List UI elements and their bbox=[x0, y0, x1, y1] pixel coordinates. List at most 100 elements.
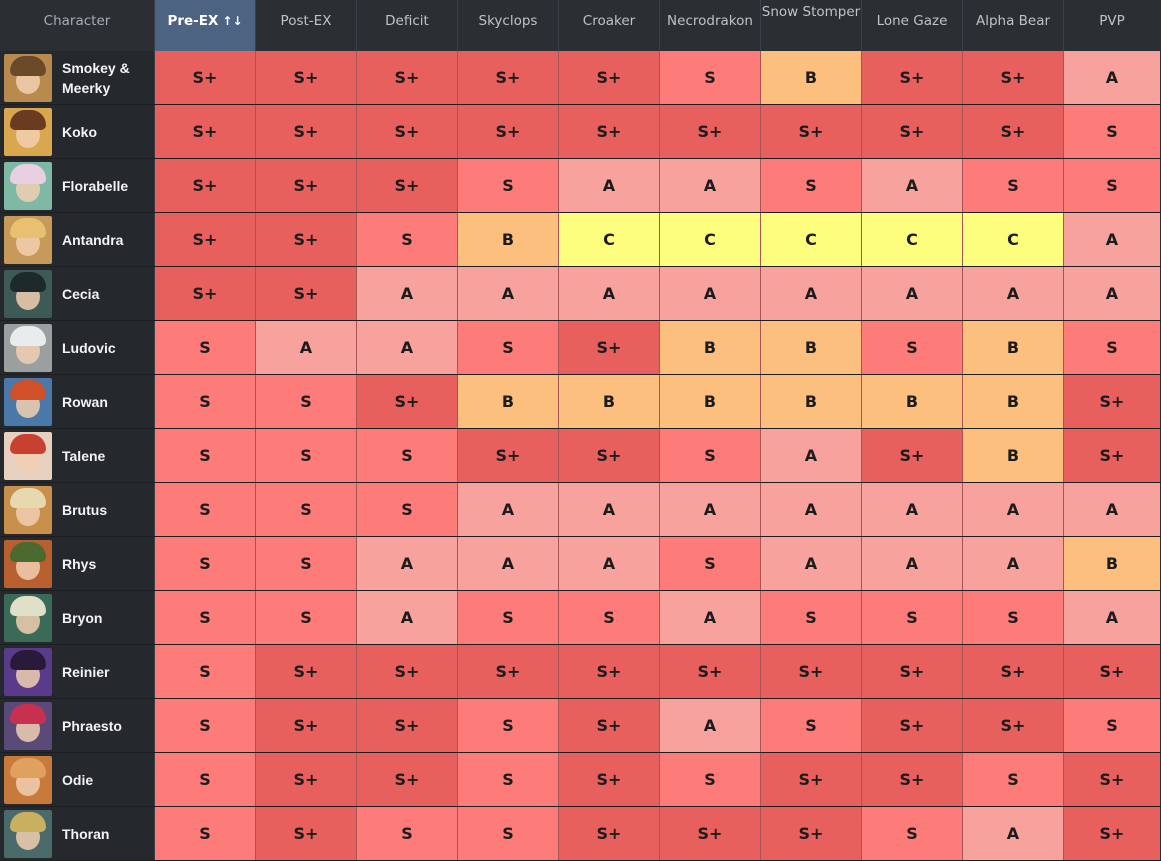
tier-cell-lone-gaze: A bbox=[862, 537, 963, 590]
tier-cell-skyclops: S+ bbox=[458, 645, 559, 698]
character-portrait bbox=[4, 431, 52, 480]
tier-cell-pre-ex: S bbox=[155, 807, 256, 860]
tier-cell-alpha-bear: S+ bbox=[963, 51, 1064, 104]
character-portrait bbox=[4, 539, 52, 588]
character-cell[interactable]: Koko bbox=[0, 105, 155, 158]
column-header-lone-gaze[interactable]: Lone Gaze bbox=[862, 0, 963, 51]
character-cell[interactable]: Reinier bbox=[0, 645, 155, 698]
tier-cell-alpha-bear: S+ bbox=[963, 699, 1064, 752]
portrait-hair bbox=[10, 325, 46, 346]
tier-cell-pvp: A bbox=[1064, 591, 1160, 644]
tier-cell-skyclops: S bbox=[458, 159, 559, 212]
column-header-pvp[interactable]: PVP bbox=[1064, 0, 1160, 51]
tier-cell-alpha-bear: S bbox=[963, 159, 1064, 212]
tier-cell-lone-gaze: S+ bbox=[862, 753, 963, 806]
character-name: Rowan bbox=[62, 393, 108, 410]
character-name: Cecia bbox=[62, 285, 100, 302]
character-cell[interactable]: Talene bbox=[0, 429, 155, 482]
character-cell[interactable]: Brutus bbox=[0, 483, 155, 536]
tier-cell-post-ex: S bbox=[256, 537, 357, 590]
table-row: Bryon S S A S S A S S S A bbox=[0, 591, 1161, 645]
column-header-character[interactable]: Character bbox=[0, 0, 155, 51]
tier-cell-snow-stomper: B bbox=[761, 51, 862, 104]
tier-cell-pre-ex: S+ bbox=[155, 51, 256, 104]
column-header-snow-stomper[interactable]: Snow Stomper bbox=[761, 0, 862, 51]
tier-cell-deficit: S+ bbox=[357, 753, 458, 806]
tier-cell-post-ex: A bbox=[256, 321, 357, 374]
tier-cell-pre-ex: S+ bbox=[155, 267, 256, 320]
tier-cell-deficit: A bbox=[357, 267, 458, 320]
table-body: Smokey & Meerky S+ S+ S+ S+ S+ S B S+ S+ A Koko S+ S+… bbox=[0, 51, 1161, 861]
character-cell[interactable]: Antandra bbox=[0, 213, 155, 266]
character-portrait bbox=[4, 323, 52, 372]
tier-cell-deficit: S+ bbox=[357, 105, 458, 158]
tier-cell-necrodrakon: A bbox=[660, 591, 761, 644]
character-cell[interactable]: Cecia bbox=[0, 267, 155, 320]
portrait-hair bbox=[10, 433, 46, 454]
portrait-hair bbox=[10, 757, 46, 778]
character-cell[interactable]: Smokey & Meerky bbox=[0, 51, 155, 104]
character-cell[interactable]: Thoran bbox=[0, 807, 155, 860]
tier-cell-deficit: S bbox=[357, 429, 458, 482]
table-row: Talene S S S S+ S+ S A S+ B S+ bbox=[0, 429, 1161, 483]
tier-cell-post-ex: S+ bbox=[256, 807, 357, 860]
character-portrait bbox=[4, 107, 52, 156]
character-cell[interactable]: Ludovic bbox=[0, 321, 155, 374]
tier-cell-snow-stomper: A bbox=[761, 429, 862, 482]
character-cell[interactable]: Odie bbox=[0, 753, 155, 806]
column-header-necrodrakon[interactable]: Necrodrakon bbox=[660, 0, 761, 51]
tier-cell-deficit: S+ bbox=[357, 51, 458, 104]
tier-cell-skyclops: B bbox=[458, 375, 559, 428]
character-cell[interactable]: Rhys bbox=[0, 537, 155, 590]
tier-cell-alpha-bear: A bbox=[963, 483, 1064, 536]
character-cell[interactable]: Florabelle bbox=[0, 159, 155, 212]
character-cell[interactable]: Bryon bbox=[0, 591, 155, 644]
tier-cell-croaker: S+ bbox=[559, 105, 660, 158]
tier-cell-snow-stomper: S+ bbox=[761, 807, 862, 860]
character-cell[interactable]: Rowan bbox=[0, 375, 155, 428]
tier-cell-croaker: S+ bbox=[559, 753, 660, 806]
tier-cell-lone-gaze: S+ bbox=[862, 645, 963, 698]
tier-cell-necrodrakon: S bbox=[660, 429, 761, 482]
tier-cell-skyclops: A bbox=[458, 267, 559, 320]
tier-cell-post-ex: S bbox=[256, 375, 357, 428]
tier-cell-pre-ex: S bbox=[155, 429, 256, 482]
tier-cell-alpha-bear: S+ bbox=[963, 645, 1064, 698]
column-header-label: Necrodrakon bbox=[667, 13, 753, 29]
tier-cell-necrodrakon: S bbox=[660, 51, 761, 104]
tier-cell-pvp: S+ bbox=[1064, 645, 1160, 698]
tier-cell-skyclops: S+ bbox=[458, 429, 559, 482]
character-name: Reinier bbox=[62, 663, 110, 680]
character-portrait bbox=[4, 53, 52, 102]
tier-cell-pvp: S bbox=[1064, 699, 1160, 752]
portrait-hair bbox=[10, 217, 46, 238]
column-header-post-ex[interactable]: Post-EX bbox=[256, 0, 357, 51]
tier-cell-alpha-bear: B bbox=[963, 321, 1064, 374]
sort-icon[interactable]: ↑↓ bbox=[222, 14, 243, 28]
tier-cell-post-ex: S bbox=[256, 591, 357, 644]
column-header-label: Alpha Bear bbox=[975, 13, 1051, 29]
table-row: Brutus S S S A A A A A A A bbox=[0, 483, 1161, 537]
tier-cell-alpha-bear: C bbox=[963, 213, 1064, 266]
character-portrait bbox=[4, 485, 52, 534]
tier-cell-deficit: A bbox=[357, 537, 458, 590]
tier-cell-croaker: C bbox=[559, 213, 660, 266]
character-cell[interactable]: Phraesto bbox=[0, 699, 155, 752]
tier-cell-croaker: S bbox=[559, 591, 660, 644]
tier-cell-post-ex: S bbox=[256, 483, 357, 536]
column-header-skyclops[interactable]: Skyclops bbox=[458, 0, 559, 51]
column-header-croaker[interactable]: Croaker bbox=[559, 0, 660, 51]
tier-cell-snow-stomper: C bbox=[761, 213, 862, 266]
column-header-deficit[interactable]: Deficit bbox=[357, 0, 458, 51]
tier-cell-pre-ex: S+ bbox=[155, 159, 256, 212]
tier-cell-lone-gaze: A bbox=[862, 483, 963, 536]
column-header-pre-ex[interactable]: Pre-EX ↑↓ bbox=[155, 0, 256, 51]
tier-cell-snow-stomper: S bbox=[761, 699, 862, 752]
table-row: Rowan S S S+ B B B B B B S+ bbox=[0, 375, 1161, 429]
tier-cell-skyclops: S bbox=[458, 591, 559, 644]
character-portrait bbox=[4, 755, 52, 804]
tier-cell-croaker: S+ bbox=[559, 51, 660, 104]
column-header-alpha-bear[interactable]: Alpha Bear bbox=[963, 0, 1064, 51]
tier-cell-croaker: S+ bbox=[559, 807, 660, 860]
tier-cell-pvp: A bbox=[1064, 51, 1160, 104]
